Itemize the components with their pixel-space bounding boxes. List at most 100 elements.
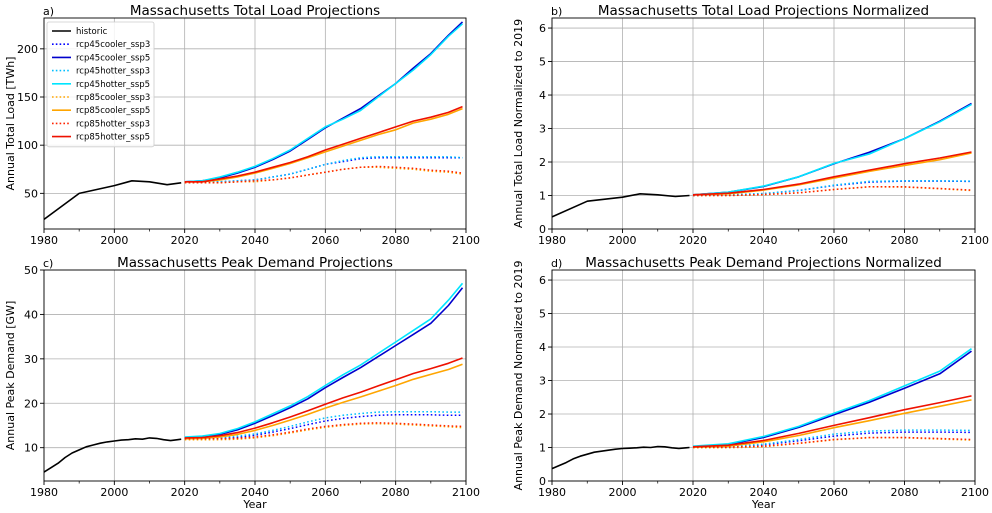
x-tick-label: 1980	[30, 486, 58, 499]
series-line-rcp45hotter_ssp5	[692, 103, 972, 196]
series-line-rcp45hotter_ssp3	[184, 410, 463, 439]
legend-label: rcp45cooler_ssp3	[76, 40, 150, 50]
legend-box	[46, 21, 155, 148]
series-line-rcp45cooler_ssp5	[184, 21, 464, 183]
y-tick-label: 3	[539, 123, 546, 136]
x-tick-label: 2100	[452, 486, 480, 499]
x-tick-label: 2060	[820, 486, 848, 499]
series-line-rcp85hotter_ssp3	[693, 436, 972, 448]
x-tick-label: 2100	[961, 486, 989, 499]
y-axis-label: Annual Peak Demand [GW]	[4, 301, 17, 450]
y-tick-label: 2	[539, 408, 546, 421]
x-tick-label: 2020	[171, 234, 199, 247]
series-line-rcp85cooler_ssp5	[692, 399, 972, 448]
panel-1: 1980 2000 2020 2040 2060 2080 2100 50 100 150 200 a…	[4, 3, 480, 247]
x-tick-label: 1980	[538, 234, 566, 247]
x-tick-label: 2100	[961, 234, 989, 247]
series-line-rcp85cooler_ssp3	[184, 422, 463, 441]
series-line-rcp45cooler_ssp5	[184, 287, 464, 439]
y-tick-label: 5	[539, 56, 546, 69]
series-line-rcp85cooler_ssp5	[184, 363, 463, 440]
x-axis-label: Year	[751, 498, 776, 511]
y-tick-label: 5	[539, 308, 546, 321]
x-tick-label: 2020	[171, 486, 199, 499]
series-line-rcp45hotter_ssp3	[692, 180, 972, 197]
series-line-rcp85hotter_ssp3	[693, 186, 972, 197]
y-tick-label: 100	[17, 139, 38, 152]
y-tick-label: 1	[539, 442, 546, 455]
y-tick-label: 6	[539, 22, 546, 35]
series-line-rcp45hotter_ssp5	[184, 282, 464, 438]
x-tick-label: 2080	[891, 234, 919, 247]
series-line-rcp85hotter_ssp3	[184, 165, 463, 184]
x-tick-label: 2000	[609, 486, 637, 499]
x-tick-label: 2060	[311, 234, 339, 247]
legend-label: rcp45hotter_ssp5	[76, 80, 150, 90]
x-axis-label: Year	[242, 498, 267, 511]
series-line-rcp85hotter_ssp5	[184, 105, 463, 183]
y-tick-label: 20	[24, 397, 38, 410]
legend-label: rcp85hotter_ssp3	[76, 119, 150, 129]
y-tick-label: 40	[24, 308, 38, 321]
y-tick-label: 2	[539, 156, 546, 169]
legend-label: rcp45hotter_ssp3	[76, 67, 150, 77]
y-tick-label: 0	[539, 475, 546, 488]
y-axis-label: Annual Total Load [TWh]	[4, 57, 17, 191]
series-line-rcp85hotter_ssp5	[692, 151, 972, 196]
x-tick-label: 2060	[820, 234, 848, 247]
x-tick-label: 2080	[891, 486, 919, 499]
series-line-historic	[44, 180, 182, 221]
x-tick-label: 2040	[750, 486, 778, 499]
series-line-historic	[552, 193, 690, 218]
series-line-rcp45cooler_ssp3	[184, 156, 463, 183]
x-tick-label: 2040	[241, 486, 269, 499]
y-tick-label: 200	[17, 43, 38, 56]
x-tick-label: 2040	[241, 234, 269, 247]
y-tick-label: 4	[539, 341, 546, 354]
x-tick-label: 1980	[538, 486, 566, 499]
series-line-rcp45hotter_ssp5	[184, 23, 464, 183]
panel-2: 1980 2000 2020 2040 2060 2080 2100 0 1 2 3 4 5 6 b) Mas…	[512, 3, 989, 247]
y-tick-label: 10	[24, 442, 38, 455]
series-line-rcp45hotter_ssp5	[692, 348, 972, 447]
series-line-historic	[552, 445, 690, 470]
x-tick-label: 2080	[382, 234, 410, 247]
x-tick-label: 2000	[100, 486, 128, 499]
legend-label: historic	[76, 27, 108, 37]
y-tick-label: 4	[539, 89, 546, 102]
chart-title: Massachusetts Total Load Projections	[130, 3, 380, 19]
panel-label: c)	[43, 257, 53, 270]
x-tick-label: 2000	[609, 234, 637, 247]
y-tick-label: 50	[24, 264, 38, 277]
y-tick-label: 50	[24, 187, 38, 200]
y-tick-label: 3	[539, 375, 546, 388]
x-tick-label: 2100	[452, 234, 480, 247]
x-tick-label: 2000	[100, 234, 128, 247]
legend-label: rcp45cooler_ssp5	[76, 53, 150, 63]
x-tick-label: 2020	[679, 234, 707, 247]
y-axis-label: Annual Peak Demand Normalized to 2019	[512, 261, 525, 491]
x-tick-label: 2060	[311, 486, 339, 499]
legend-label: rcp85cooler_ssp3	[76, 93, 150, 103]
series-line-rcp45cooler_ssp3	[184, 414, 463, 440]
series-line-rcp85hotter_ssp5	[692, 395, 972, 448]
y-axis-label: Annual Total Load Normalized to 2019	[512, 19, 525, 228]
series-line-rcp45hotter_ssp3	[184, 155, 463, 183]
x-tick-label: 1980	[30, 234, 58, 247]
x-tick-label: 2020	[679, 486, 707, 499]
x-tick-label: 2080	[382, 486, 410, 499]
y-tick-label: 0	[539, 223, 546, 236]
x-tick-label: 2040	[750, 234, 778, 247]
panel-3: 1980 2000 2020 2040 2060 2080 2100 10 20 30 40 50 c)…	[4, 255, 480, 511]
panel-label: a)	[43, 5, 54, 18]
legend: historic rcp45cooler_ssp3 rcp45cooler_ssp5…	[46, 21, 155, 148]
legend-label: rcp85hotter_ssp5	[76, 133, 150, 143]
chart-title: Massachusetts Total Load Projections Nor…	[598, 3, 929, 19]
y-tick-label: 6	[539, 274, 546, 287]
series-line-rcp85hotter_ssp3	[184, 422, 463, 440]
panel-label: b)	[551, 5, 562, 18]
chart-title: Massachusetts Peak Demand Projections	[117, 255, 393, 271]
legend-label: rcp85cooler_ssp5	[76, 106, 150, 116]
y-tick-label: 150	[17, 91, 38, 104]
